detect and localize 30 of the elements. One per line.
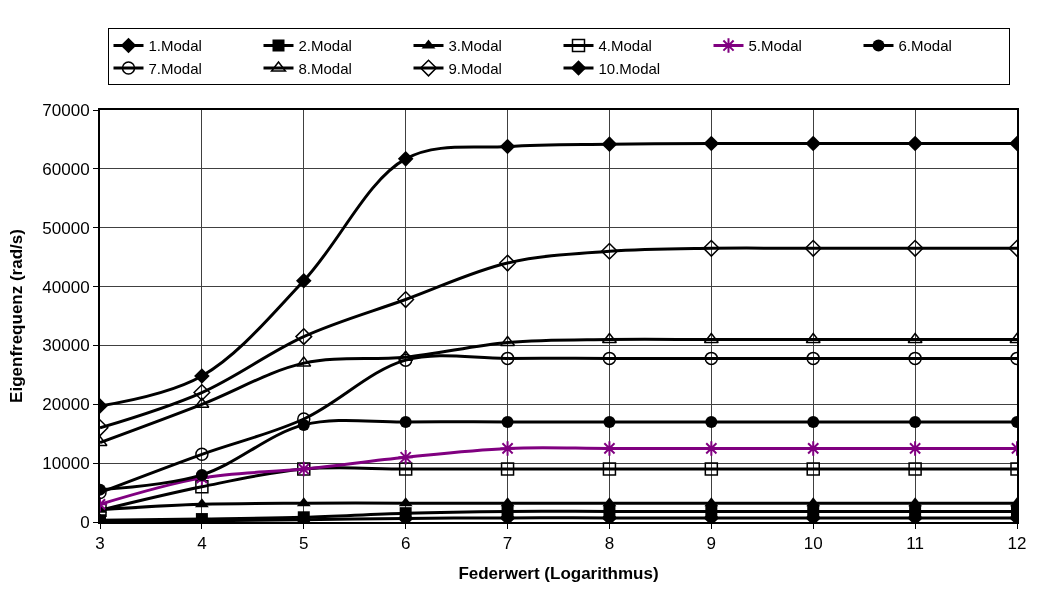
x-tick-label: 8 <box>604 534 615 554</box>
y-tick-label: 50000 <box>42 218 90 238</box>
y-tick-label: 60000 <box>42 159 90 179</box>
y-tick-label: 40000 <box>42 277 90 297</box>
legend-label: 6.Modal <box>898 37 952 55</box>
legend-label: 8.Modal <box>298 59 352 77</box>
x-tick-label: 10 <box>803 534 823 554</box>
y-tick-label: 30000 <box>42 336 90 356</box>
x-tick-label: 9 <box>706 534 717 554</box>
x-tick-label: 6 <box>400 534 411 554</box>
y-tick-label: 70000 <box>42 100 90 120</box>
legend-label: 9.Modal <box>448 59 502 77</box>
y-tick-label: 20000 <box>42 395 90 415</box>
x-tick-label: 11 <box>906 534 924 554</box>
y-axis-title: Eigenfrequenz (rad/s) <box>7 229 27 403</box>
x-axis-title: Federwert (Logarithmus) <box>458 564 659 584</box>
x-tick-label: 7 <box>502 534 513 554</box>
legend-label: 5.Modal <box>748 37 802 55</box>
legend-label: 3.Modal <box>448 37 502 55</box>
x-tick-label: 12 <box>1007 534 1027 554</box>
legend-label: 2.Modal <box>298 37 352 55</box>
legend-label: 7.Modal <box>148 59 202 77</box>
legend-label: 4.Modal <box>598 37 652 55</box>
legend-label: 1.Modal <box>148 37 202 55</box>
legend-label: 10.Modal <box>598 59 661 77</box>
x-tick-label: 5 <box>299 534 309 554</box>
y-tick-label: 10000 <box>42 454 90 474</box>
x-tick-label: 3 <box>95 534 105 554</box>
x-tick-label: 4 <box>197 534 207 554</box>
y-tick-label: 0 <box>80 512 90 532</box>
